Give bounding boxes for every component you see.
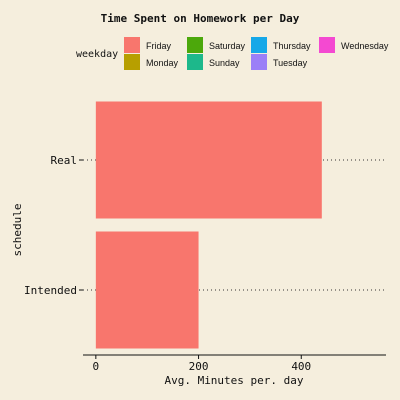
bar-real [96, 102, 322, 219]
legend-swatch-wednesday [319, 37, 335, 53]
legend-label-wednesday: Wednesday [341, 41, 389, 51]
legend-label-friday: Friday [146, 41, 172, 51]
legend-title: weekday [76, 49, 118, 60]
legend-swatch-tuesday [251, 54, 267, 70]
legend-swatch-friday [124, 37, 140, 53]
legend-swatch-monday [124, 54, 140, 70]
y-axis-label: schedule [11, 204, 24, 257]
legend-swatch-thursday [251, 37, 267, 53]
chart-title: Time Spent on Homework per Day [101, 12, 300, 25]
legend-label-tuesday: Tuesday [273, 58, 308, 68]
legend-swatch-sunday [187, 54, 203, 70]
legend-label-sunday: Sunday [209, 58, 240, 68]
y-ticks: Intended Real [24, 154, 83, 297]
legend: weekday Friday Monday Saturday Sunday Thursd… [76, 37, 389, 70]
legend-label-thursday: Thursday [273, 41, 311, 51]
legend-swatch-saturday [187, 37, 203, 53]
y-tick-label-real: Real [51, 154, 78, 167]
x-tick-label: 400 [291, 360, 311, 373]
x-tick-label: 0 [93, 360, 100, 373]
x-axis-label: Avg. Minutes per. day [164, 374, 303, 387]
legend-label-saturday: Saturday [209, 41, 246, 51]
y-tick-label-intended: Intended [24, 284, 77, 297]
bars [96, 102, 322, 349]
bar-intended [96, 232, 199, 349]
x-tick-label: 200 [189, 360, 209, 373]
legend-label-monday: Monday [146, 58, 179, 68]
x-ticks: 0 200 400 [93, 355, 312, 373]
